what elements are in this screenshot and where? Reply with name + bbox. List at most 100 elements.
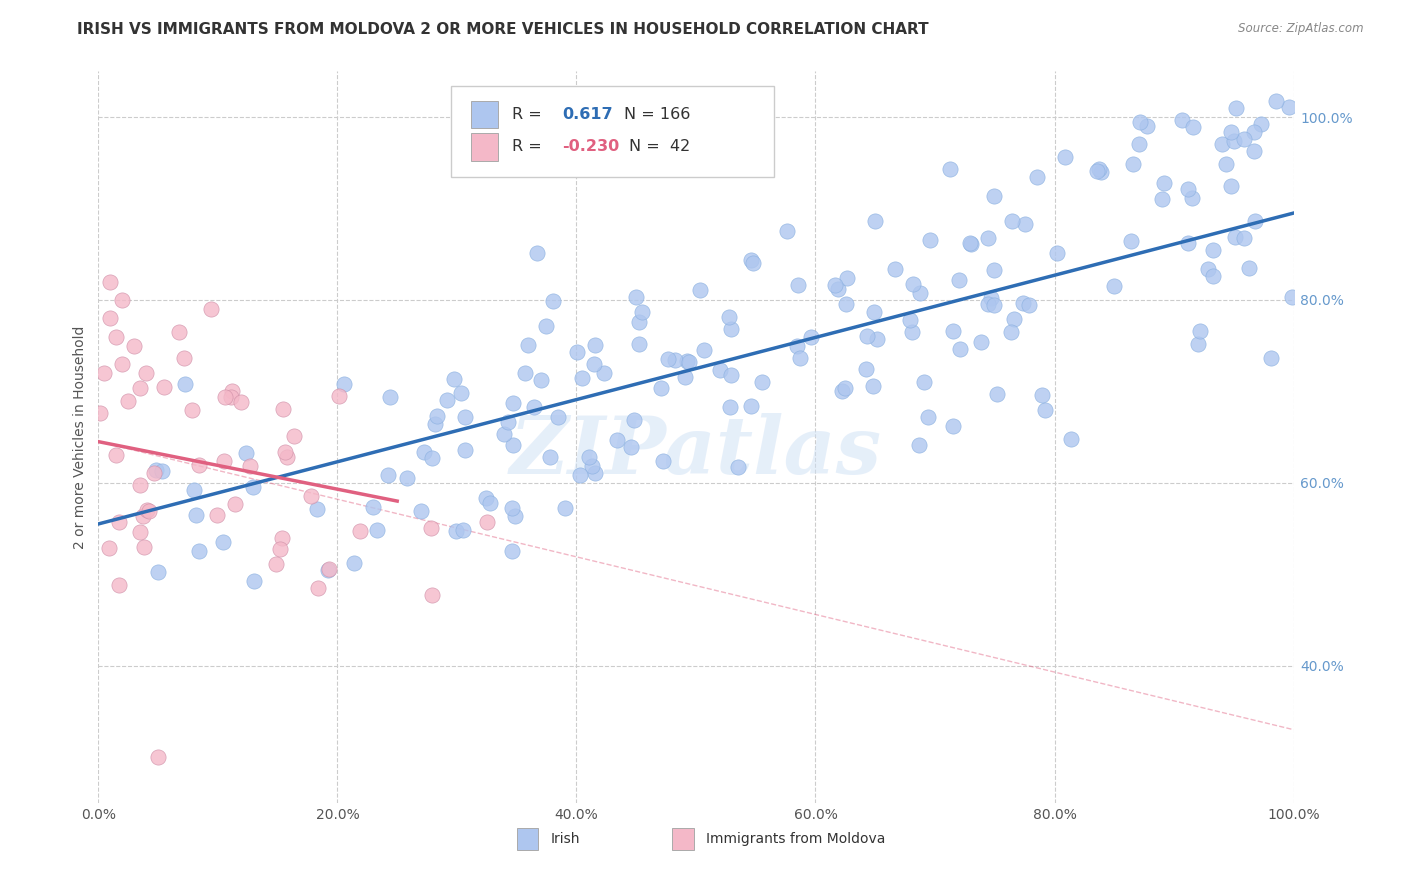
Point	[450, 385, 472, 400]
Point	[98, 541, 121, 555]
Point	[547, 409, 569, 424]
Point	[959, 237, 981, 252]
Point	[328, 388, 350, 402]
Point	[863, 214, 886, 228]
Text: Immigrants from Moldova: Immigrants from Moldova	[706, 832, 884, 847]
Point	[1215, 157, 1237, 171]
Point	[741, 256, 763, 270]
Point	[219, 391, 242, 405]
Point	[1087, 164, 1109, 178]
Point	[242, 574, 264, 588]
Point	[183, 483, 205, 498]
Point	[1188, 324, 1211, 338]
Point	[1045, 245, 1067, 260]
Point	[423, 417, 446, 431]
Point	[942, 418, 965, 433]
Point	[986, 387, 1008, 401]
Point	[627, 337, 650, 351]
Point	[523, 400, 546, 414]
Point	[200, 302, 222, 317]
Point	[1202, 244, 1225, 258]
Point	[862, 378, 884, 392]
Point	[942, 324, 965, 338]
Text: Irish: Irish	[550, 832, 579, 847]
Point	[1281, 290, 1303, 304]
Point	[395, 471, 418, 485]
Point	[502, 396, 524, 410]
Point	[148, 750, 170, 764]
Point	[132, 508, 155, 523]
Point	[1129, 114, 1152, 128]
Point	[718, 310, 741, 325]
Point	[180, 403, 202, 417]
Point	[831, 384, 853, 399]
Point	[124, 339, 146, 353]
Point	[827, 282, 849, 296]
Point	[475, 515, 498, 529]
Point	[740, 252, 762, 267]
Point	[128, 477, 150, 491]
Point	[786, 339, 808, 353]
Point	[307, 581, 329, 595]
Point	[800, 330, 823, 344]
Point	[98, 275, 122, 289]
Point	[908, 285, 931, 300]
Point	[1219, 125, 1241, 139]
Point	[174, 376, 197, 391]
Point	[412, 445, 434, 459]
Point	[917, 410, 939, 425]
Point	[188, 544, 211, 558]
FancyBboxPatch shape	[471, 101, 498, 128]
Point	[1233, 230, 1256, 244]
Point	[908, 437, 931, 451]
Point	[938, 161, 960, 176]
Point	[855, 362, 877, 376]
Text: R =: R =	[512, 107, 541, 122]
Point	[529, 372, 551, 386]
Point	[657, 352, 679, 367]
Point	[235, 445, 257, 459]
Point	[299, 489, 322, 503]
Point	[186, 508, 208, 522]
Point	[1011, 295, 1033, 310]
Point	[501, 500, 523, 515]
Point	[678, 355, 700, 369]
Point	[214, 390, 236, 404]
Point	[1264, 94, 1286, 108]
FancyBboxPatch shape	[672, 829, 693, 850]
Text: -0.230: -0.230	[562, 139, 620, 154]
Point	[977, 231, 1000, 245]
Text: R =: R =	[512, 139, 541, 154]
Point	[718, 400, 741, 414]
Point	[789, 351, 811, 365]
Point	[1225, 101, 1247, 115]
Point	[333, 377, 356, 392]
Point	[585, 337, 607, 351]
Point	[271, 531, 294, 545]
Point	[1181, 120, 1204, 134]
Point	[949, 343, 972, 357]
Point	[866, 332, 889, 346]
Point	[709, 363, 731, 377]
Point	[1243, 124, 1265, 138]
Point	[108, 515, 131, 529]
Point	[173, 351, 195, 365]
Point	[1054, 150, 1077, 164]
Point	[188, 458, 211, 472]
Point	[541, 294, 564, 309]
Point	[436, 393, 458, 408]
Point	[676, 354, 699, 368]
Point	[1035, 403, 1057, 417]
Point	[242, 480, 264, 494]
Point	[129, 525, 152, 540]
Point	[1000, 326, 1022, 340]
Point	[135, 366, 157, 380]
Point	[475, 491, 498, 506]
Point	[1031, 387, 1053, 401]
Point	[983, 263, 1005, 277]
Point	[1202, 269, 1225, 284]
Point	[1088, 161, 1111, 176]
Point	[651, 454, 673, 468]
Text: Source: ZipAtlas.com: Source: ZipAtlas.com	[1239, 22, 1364, 36]
Point	[104, 448, 127, 462]
